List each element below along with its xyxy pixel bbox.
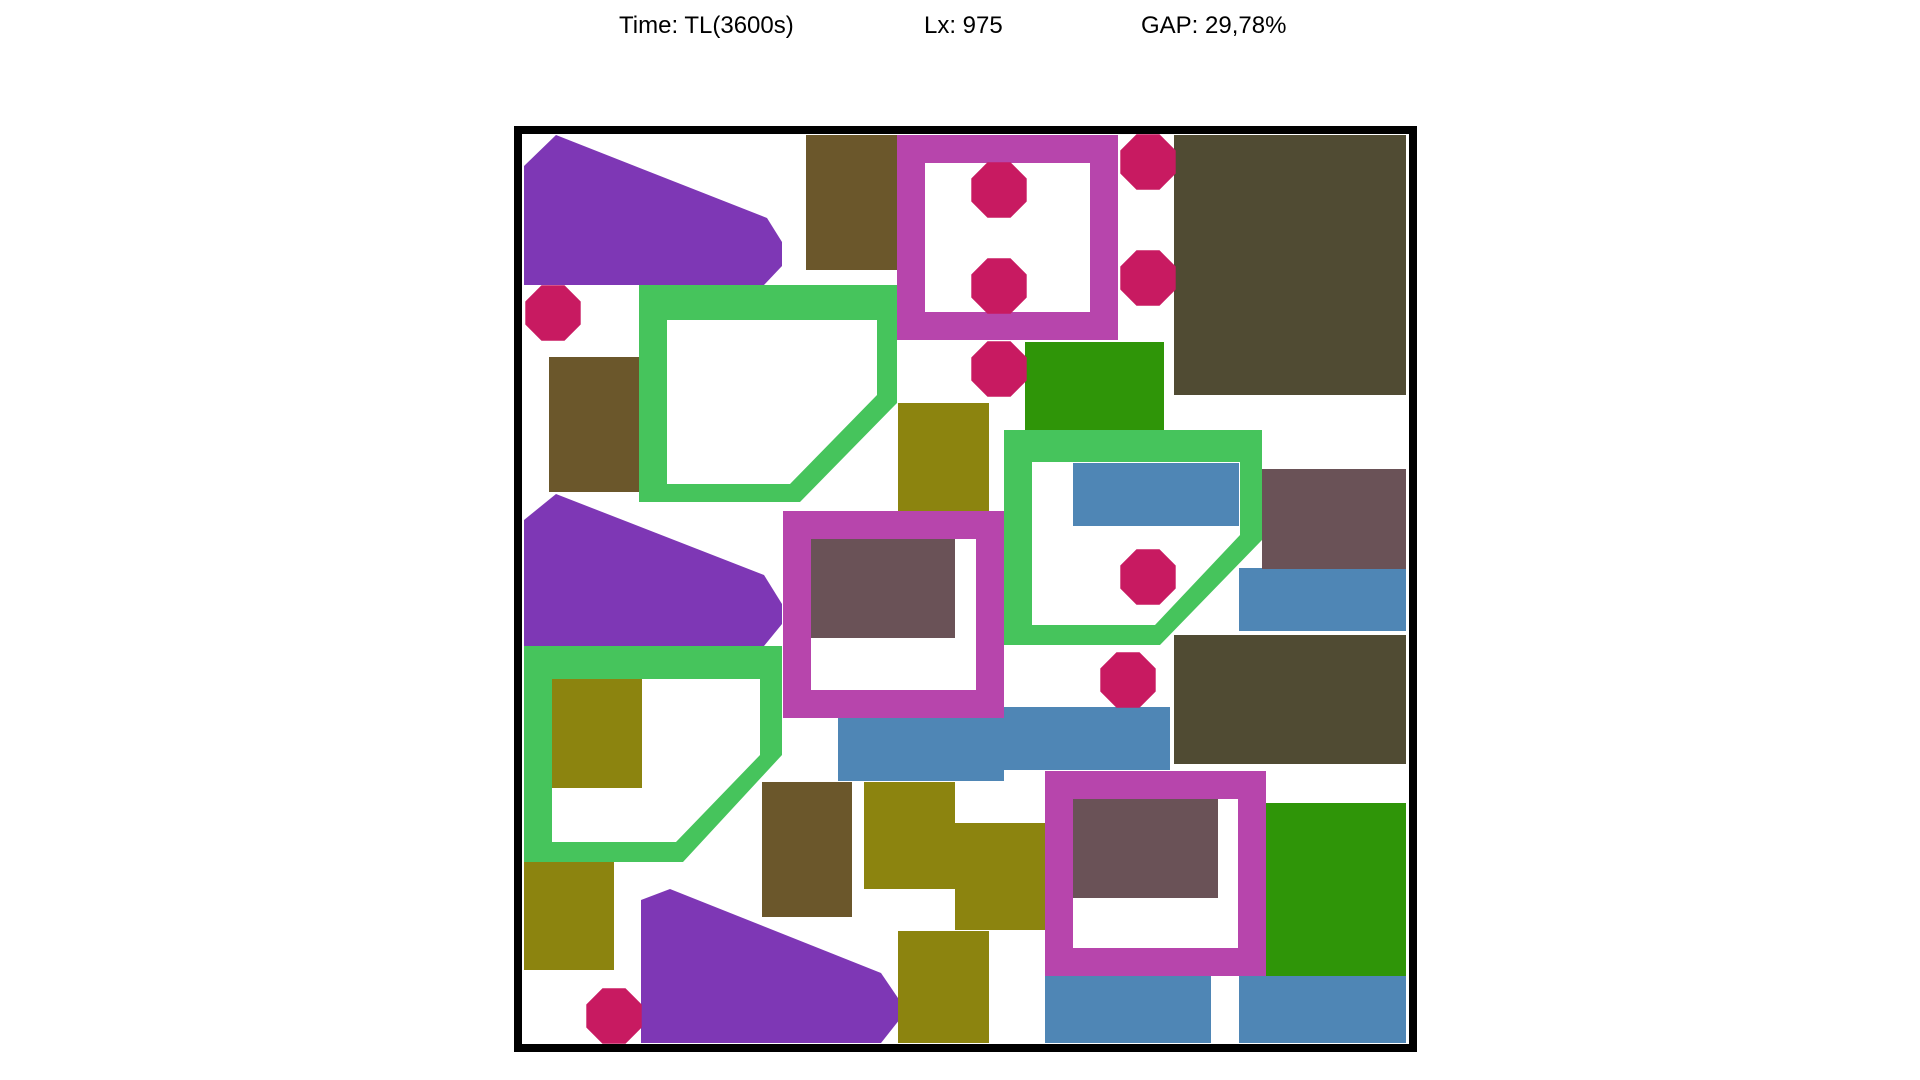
brown-piece-3 <box>806 135 899 270</box>
crimson-octagon-32 <box>971 162 1026 217</box>
mauve-piece-22 <box>1262 469 1406 569</box>
blue-piece-21 <box>1239 976 1406 1043</box>
crimson-octagon-39 <box>586 988 641 1043</box>
olive-piece-14 <box>524 862 614 970</box>
mauve-piece-24 <box>1072 798 1218 898</box>
crimson-octagon-36 <box>971 341 1026 396</box>
purple-piece-1 <box>524 494 782 646</box>
crimson-octagon-35 <box>525 285 580 340</box>
olive-piece-12 <box>864 782 955 889</box>
green-frame-28 <box>639 285 897 502</box>
olive-piece-11 <box>551 679 642 788</box>
blue-piece-19 <box>1004 707 1170 770</box>
blue-piece-18 <box>838 718 1004 781</box>
blue-piece-20 <box>1045 976 1211 1043</box>
green-piece-8 <box>1025 342 1164 430</box>
crimson-octagon-33 <box>971 258 1026 313</box>
blue-piece-17 <box>1239 568 1406 631</box>
brown-piece-4 <box>549 357 639 492</box>
olive-piece-15 <box>898 931 989 1043</box>
green-frame-29 <box>1004 430 1262 645</box>
crimson-octagon-37 <box>1120 549 1175 604</box>
blue-piece-16 <box>1073 463 1239 526</box>
green-piece-9 <box>1266 803 1406 976</box>
brown-piece-5 <box>762 782 852 917</box>
olive-piece-10 <box>898 403 989 513</box>
mauve-piece-23 <box>810 538 955 638</box>
crimson-octagon-34 <box>1120 250 1175 305</box>
dark-olive-piece-7 <box>1174 635 1406 764</box>
purple-piece-0 <box>524 135 782 285</box>
crimson-octagon-31 <box>1120 134 1175 189</box>
olive-piece-13 <box>955 823 1046 930</box>
dark-olive-piece-6 <box>1174 135 1406 395</box>
crimson-octagon-38 <box>1100 652 1155 707</box>
